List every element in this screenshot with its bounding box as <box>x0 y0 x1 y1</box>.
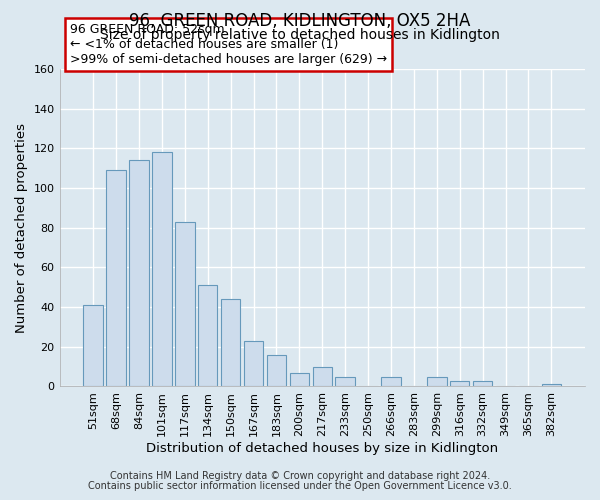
Bar <box>152 152 172 386</box>
Bar <box>83 305 103 386</box>
X-axis label: Distribution of detached houses by size in Kidlington: Distribution of detached houses by size … <box>146 442 499 455</box>
Bar <box>290 372 309 386</box>
Bar <box>450 380 469 386</box>
Bar <box>313 366 332 386</box>
Bar <box>542 384 561 386</box>
Bar <box>381 376 401 386</box>
Text: Contains HM Land Registry data © Crown copyright and database right 2024.: Contains HM Land Registry data © Crown c… <box>110 471 490 481</box>
Text: 96 GREEN ROAD: 52sqm
← <1% of detached houses are smaller (1)
>99% of semi-detac: 96 GREEN ROAD: 52sqm ← <1% of detached h… <box>70 23 387 66</box>
Bar <box>473 380 493 386</box>
Text: Contains public sector information licensed under the Open Government Licence v3: Contains public sector information licen… <box>88 481 512 491</box>
Bar <box>221 299 241 386</box>
Bar <box>427 376 446 386</box>
Text: Size of property relative to detached houses in Kidlington: Size of property relative to detached ho… <box>100 28 500 42</box>
Bar <box>175 222 194 386</box>
Y-axis label: Number of detached properties: Number of detached properties <box>15 122 28 332</box>
Bar <box>335 376 355 386</box>
Bar <box>244 341 263 386</box>
Text: 96, GREEN ROAD, KIDLINGTON, OX5 2HA: 96, GREEN ROAD, KIDLINGTON, OX5 2HA <box>130 12 470 30</box>
Bar <box>106 170 126 386</box>
Bar <box>198 286 217 386</box>
Bar <box>129 160 149 386</box>
Bar <box>267 354 286 386</box>
